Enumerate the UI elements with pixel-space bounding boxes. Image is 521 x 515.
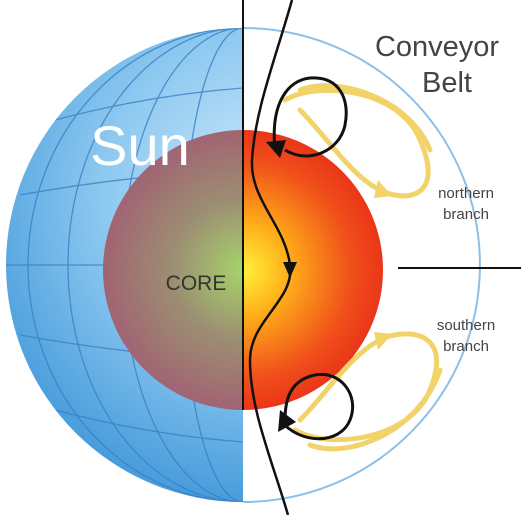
title-line: Belt [422,67,472,99]
core-label: CORE [166,272,227,295]
title-line: Conveyor [375,31,499,63]
diagram: Conveyor Belt Sun CORE northern branch s… [0,0,521,515]
sun-label: Sun [90,114,190,177]
northern-label: northern [438,185,494,202]
southern-label: southern [437,317,495,334]
northern-label: branch [443,206,489,223]
southern-label: branch [443,338,489,355]
